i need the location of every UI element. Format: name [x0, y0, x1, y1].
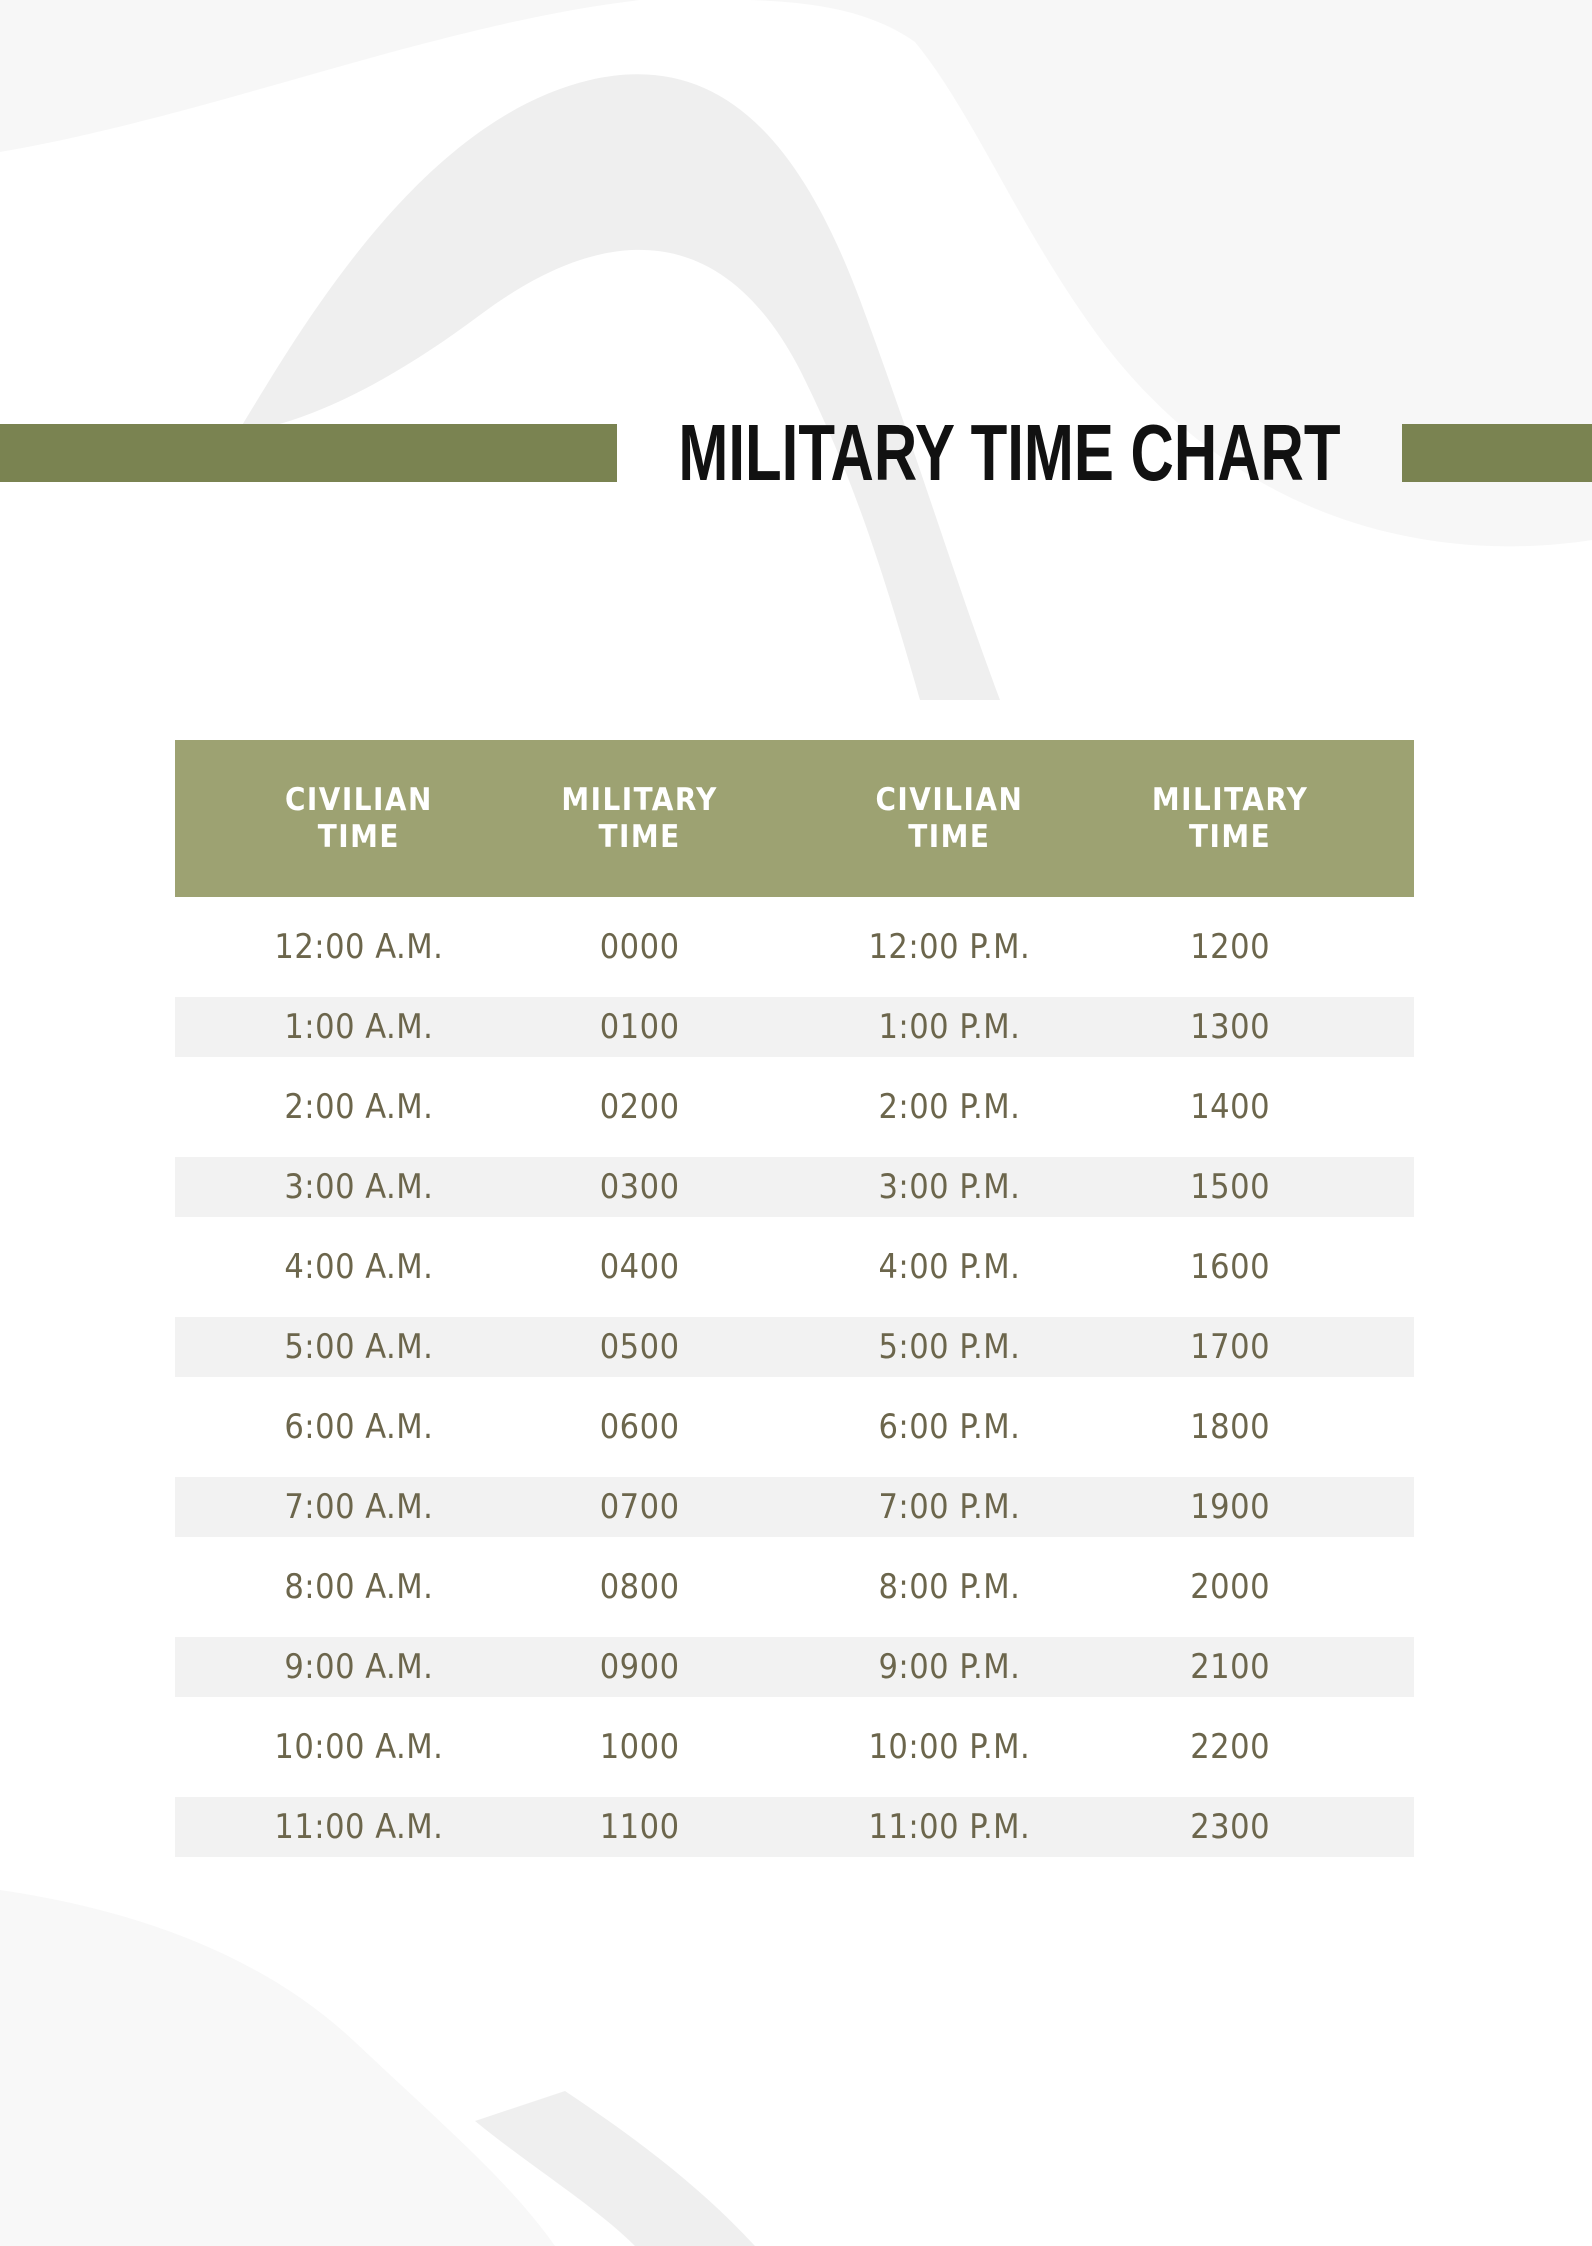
- civilian-time-cell: 12:00 A.M.: [274, 927, 444, 967]
- military-time-cell: 1200: [1190, 927, 1271, 967]
- military-time-cell: 1500: [1104, 1157, 1414, 1217]
- military-time-cell: 1800: [1190, 1407, 1271, 1447]
- table-header-row: CIVILIAN TIME MILITARY TIME CIVILIAN TIM…: [175, 740, 1414, 897]
- civilian-time-cell: 8:00 P.M.: [878, 1567, 1021, 1607]
- civilian-time-cell: 11:00 P.M.: [794, 1797, 1105, 1857]
- column-header-military-time-2: MILITARY TIME: [1104, 740, 1414, 897]
- civilian-time-cell: 10:00 A.M.: [274, 1727, 444, 1767]
- civilian-time-cell: 9:00 P.M.: [794, 1637, 1105, 1697]
- table-row: 3:00 A.M. 0300 3:00 P.M. 1500: [175, 1157, 1414, 1217]
- table-row: 12:00 A.M. 0000 12:00 P.M. 1200: [175, 917, 1414, 977]
- civilian-time-cell: 2:00 A.M.: [284, 1087, 434, 1127]
- civilian-time-cell: 4:00 P.M.: [878, 1247, 1021, 1287]
- civilian-time-cell: 2:00 P.M.: [878, 1087, 1021, 1127]
- civilian-time-cell: 4:00 A.M.: [284, 1247, 434, 1287]
- military-time-cell: 1400: [1190, 1087, 1271, 1127]
- title-accent-bar-left: [0, 424, 617, 482]
- table-row: 1:00 A.M. 0100 1:00 P.M. 1300: [175, 997, 1414, 1057]
- civilian-time-cell: 12:00 P.M.: [868, 927, 1031, 967]
- civilian-time-cell: 6:00 P.M.: [878, 1407, 1021, 1447]
- civilian-time-cell: 11:00 A.M.: [175, 1797, 485, 1857]
- military-time-cell: 2000: [1190, 1567, 1271, 1607]
- military-time-cell: 0500: [484, 1317, 795, 1377]
- military-time-cell: 1100: [484, 1797, 795, 1857]
- civilian-time-cell: 5:00 P.M.: [794, 1317, 1105, 1377]
- column-header-civilian-time-1: CIVILIAN TIME: [175, 740, 485, 897]
- military-time-cell: 2300: [1104, 1797, 1414, 1857]
- military-time-table: CIVILIAN TIME MILITARY TIME CIVILIAN TIM…: [175, 720, 1414, 1877]
- civilian-time-cell: 1:00 A.M.: [175, 997, 485, 1057]
- military-time-cell: 0800: [599, 1567, 680, 1607]
- table-row: 6:00 A.M. 0600 6:00 P.M. 1800: [175, 1397, 1414, 1457]
- civilian-time-cell: 6:00 A.M.: [284, 1407, 434, 1447]
- military-time-cell: 1600: [1190, 1247, 1271, 1287]
- page-title: MILITARY TIME CHART: [678, 408, 1341, 497]
- table-row: 5:00 A.M. 0500 5:00 P.M. 1700: [175, 1317, 1414, 1377]
- title-band: MILITARY TIME CHART: [0, 408, 1592, 497]
- table-row: 11:00 A.M. 1100 11:00 P.M. 2300: [175, 1797, 1414, 1857]
- column-header-civilian-time-2: CIVILIAN TIME: [794, 740, 1105, 897]
- civilian-time-cell: 9:00 A.M.: [175, 1637, 485, 1697]
- military-time-cell: 1700: [1104, 1317, 1414, 1377]
- military-time-cell: 1900: [1104, 1477, 1414, 1537]
- top-wave-decoration: [0, 0, 1592, 700]
- civilian-time-cell: 1:00 P.M.: [794, 997, 1105, 1057]
- military-time-cell: 0600: [599, 1407, 680, 1447]
- military-time-cell: 2100: [1104, 1637, 1414, 1697]
- civilian-time-cell: 10:00 P.M.: [868, 1727, 1031, 1767]
- military-time-cell: 0900: [484, 1637, 795, 1697]
- military-time-cell: 0400: [599, 1247, 680, 1287]
- civilian-time-cell: 3:00 P.M.: [794, 1157, 1105, 1217]
- table-row: 10:00 A.M. 1000 10:00 P.M. 2200: [175, 1717, 1414, 1777]
- column-header-military-time-1: MILITARY TIME: [484, 740, 795, 897]
- military-time-cell: 0300: [484, 1157, 795, 1217]
- civilian-time-cell: 7:00 A.M.: [175, 1477, 485, 1537]
- military-time-cell: 0700: [484, 1477, 795, 1537]
- title-accent-bar-right: [1402, 424, 1592, 482]
- table-row: 8:00 A.M. 0800 8:00 P.M. 2000: [175, 1557, 1414, 1617]
- civilian-time-cell: 5:00 A.M.: [175, 1317, 485, 1377]
- bottom-wave-decoration: [0, 1890, 755, 2246]
- civilian-time-cell: 7:00 P.M.: [794, 1477, 1105, 1537]
- table-row: 7:00 A.M. 0700 7:00 P.M. 1900: [175, 1477, 1414, 1537]
- military-time-cell: 0100: [484, 997, 795, 1057]
- military-time-cell: 0200: [599, 1087, 680, 1127]
- civilian-time-cell: 8:00 A.M.: [284, 1567, 434, 1607]
- military-time-cell: 0000: [599, 927, 680, 967]
- military-time-cell: 1300: [1104, 997, 1414, 1057]
- table-row: 2:00 A.M. 0200 2:00 P.M. 1400: [175, 1077, 1414, 1137]
- civilian-time-cell: 3:00 A.M.: [175, 1157, 485, 1217]
- table-row: 9:00 A.M. 0900 9:00 P.M. 2100: [175, 1637, 1414, 1697]
- military-time-cell: 1000: [599, 1727, 680, 1767]
- table-row: 4:00 A.M. 0400 4:00 P.M. 1600: [175, 1237, 1414, 1297]
- military-time-cell: 2200: [1190, 1727, 1271, 1767]
